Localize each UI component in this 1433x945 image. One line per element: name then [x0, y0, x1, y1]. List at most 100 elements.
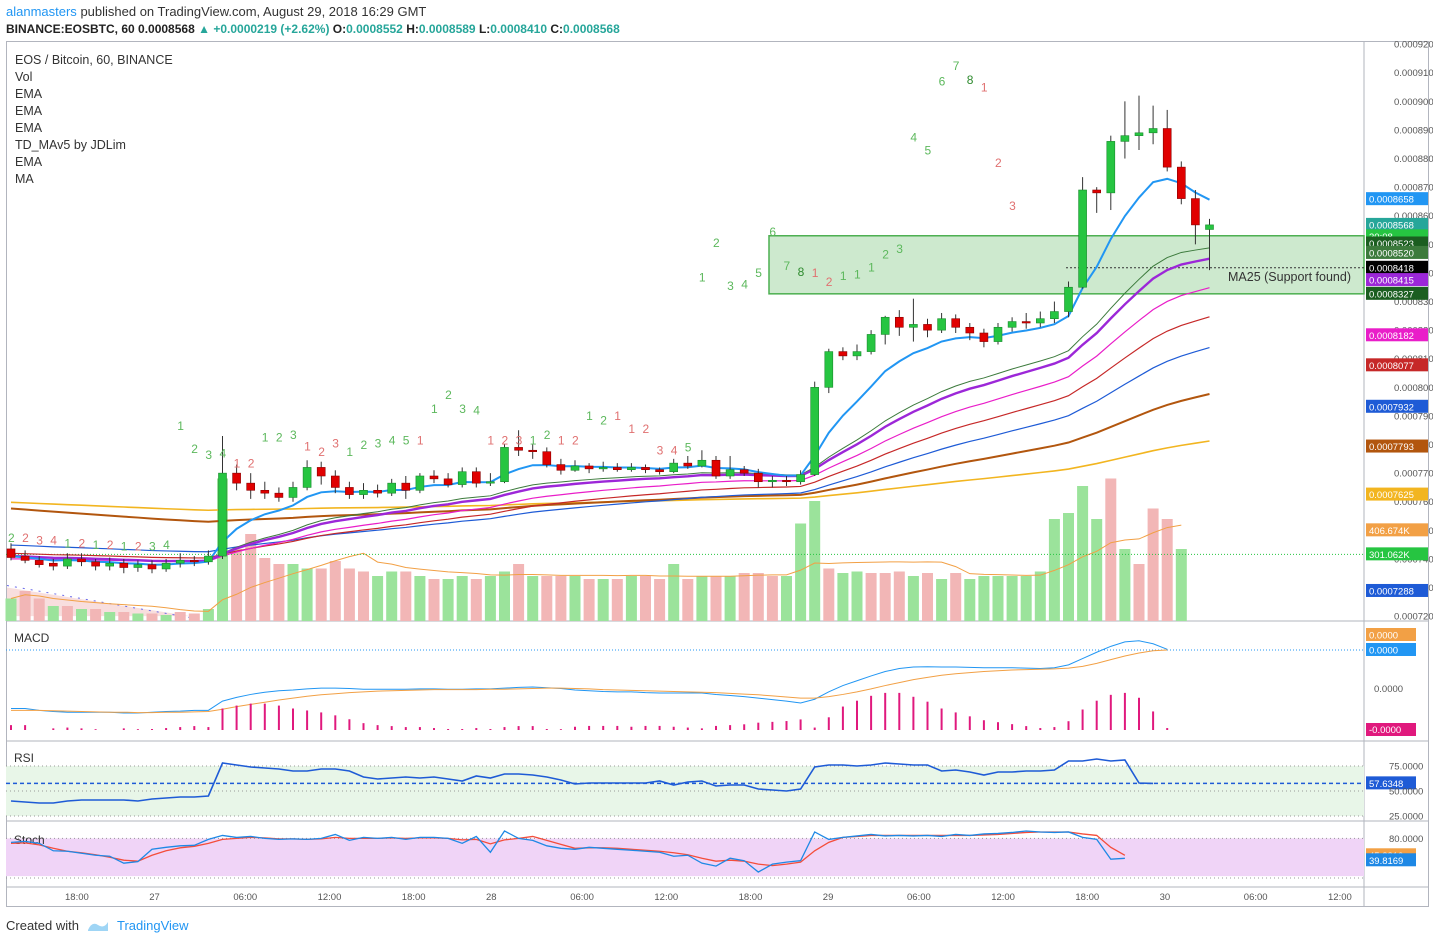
price-label-badge — [1366, 286, 1428, 300]
legend-item-ema[interactable]: EMA — [15, 87, 43, 101]
candle-down — [894, 316, 904, 328]
volume-bar — [132, 613, 144, 621]
td-count-label: 5 — [685, 441, 692, 455]
up-arrow-icon: ▲ — [198, 22, 210, 36]
volume-bar — [837, 573, 849, 621]
volume-bar — [287, 564, 299, 621]
macd-value-badge — [1366, 643, 1416, 656]
price-label-text: 0.0008568 — [1369, 220, 1414, 231]
td-count-label: 5 — [403, 434, 410, 448]
candle-down — [260, 489, 270, 494]
time-axis-tick: 12:00 — [1328, 892, 1352, 903]
candle-down — [612, 467, 622, 471]
volume-bar — [470, 579, 482, 621]
rsi-label: RSI — [14, 751, 34, 765]
price-label-text: 0.0008077 — [1369, 361, 1414, 372]
low-label: L: — [478, 22, 491, 36]
legend-item-td-mav5[interactable]: TD_MAv5 by JDLim — [15, 138, 126, 152]
td-count-label: 2 — [502, 434, 509, 448]
ema-navy-line — [10, 346, 1210, 553]
td-count-label: 4 — [50, 534, 57, 548]
volume-bar — [809, 501, 821, 621]
volume-bar — [160, 615, 172, 621]
volume-bar — [372, 576, 384, 621]
low-value: 0.0008410 — [490, 22, 548, 36]
open-value: 0.0008552 — [346, 22, 403, 36]
volume-bar — [978, 576, 990, 621]
legend-item-vol[interactable]: Vol — [15, 70, 33, 84]
candle-up — [1120, 135, 1130, 142]
td-count-label: 1 — [530, 434, 537, 448]
volume-bar — [1063, 513, 1074, 621]
candle-up — [415, 475, 425, 491]
volume-bar — [823, 568, 835, 621]
rsi-value-badge — [1366, 776, 1416, 790]
volume-bar — [146, 613, 158, 621]
legend-item-ema[interactable]: EMA — [15, 121, 43, 135]
volume-bar — [5, 598, 17, 621]
volume-bar — [1161, 519, 1173, 621]
candle-down — [1092, 189, 1101, 194]
candle-down — [655, 469, 664, 473]
price-change: +0.0000219 (+2.62%) — [213, 22, 330, 36]
author-link[interactable]: alanmasters — [6, 4, 77, 19]
td-count-label: 1 — [868, 261, 875, 275]
td-count-label: 2 — [8, 531, 15, 545]
macd-value-text: 0.0000 — [1369, 646, 1398, 657]
candle-down — [119, 562, 129, 568]
candle-up — [1078, 189, 1087, 288]
volume-bar — [964, 579, 976, 621]
macd-hist-badge — [1366, 723, 1416, 736]
td-count-label: 4 — [910, 130, 917, 144]
price-label-badge — [1366, 523, 1428, 537]
candle-down — [528, 449, 538, 452]
candle-up — [288, 487, 298, 498]
legend-item-ema[interactable]: EMA — [15, 155, 43, 169]
rsi-axis-tick: 50.0000 — [1389, 787, 1423, 798]
candle-up — [204, 555, 213, 563]
volume-bar — [1119, 549, 1131, 621]
candle-down — [6, 548, 16, 558]
td-count-label: 3 — [36, 534, 43, 548]
volume-bar — [358, 571, 369, 621]
candle-up — [359, 489, 368, 495]
td-count-label: 1 — [431, 402, 438, 416]
volume-bar — [428, 579, 440, 621]
volume-bar — [329, 561, 341, 621]
high-value: 0.0008589 — [418, 22, 476, 36]
stoch-band — [6, 838, 1364, 877]
volume-bar — [583, 579, 595, 621]
legend-item-ema[interactable]: EMA — [15, 104, 43, 118]
tradingview-link[interactable]: TradingView — [116, 918, 189, 933]
ema-darkgreen-line — [10, 247, 1210, 562]
td-count-label: 4 — [389, 434, 396, 448]
td-count-label: 2 — [544, 428, 551, 442]
candle-down — [556, 464, 566, 471]
time-axis-tick: 18:00 — [402, 892, 426, 903]
volume-bar — [640, 576, 651, 621]
td-count-label: 3 — [516, 434, 523, 448]
macd-value-badge — [1366, 628, 1416, 641]
volume-bar — [527, 576, 539, 621]
volume-bar — [90, 609, 102, 621]
td-count-label: 4 — [741, 278, 748, 292]
time-axis-tick: 12:00 — [318, 892, 342, 903]
td-count-label: 1 — [487, 434, 494, 448]
candle-down — [147, 564, 157, 570]
price-label-text: 406.674K — [1369, 526, 1410, 537]
price-axis-tick: 0.0007200 — [1394, 612, 1433, 623]
candle-up — [669, 462, 679, 473]
volume-bar — [202, 609, 214, 621]
td-count-label: 4 — [163, 538, 170, 552]
candle-down — [1191, 198, 1200, 226]
td-count-label: 3 — [205, 448, 212, 462]
volume-bar — [386, 571, 398, 621]
stoch-k-badge — [1366, 853, 1416, 867]
candle-down — [232, 472, 241, 484]
time-axis-tick: 06:00 — [1244, 892, 1268, 903]
td-count-label: 1 — [854, 268, 861, 282]
legend-item-ma[interactable]: MA — [15, 172, 34, 186]
